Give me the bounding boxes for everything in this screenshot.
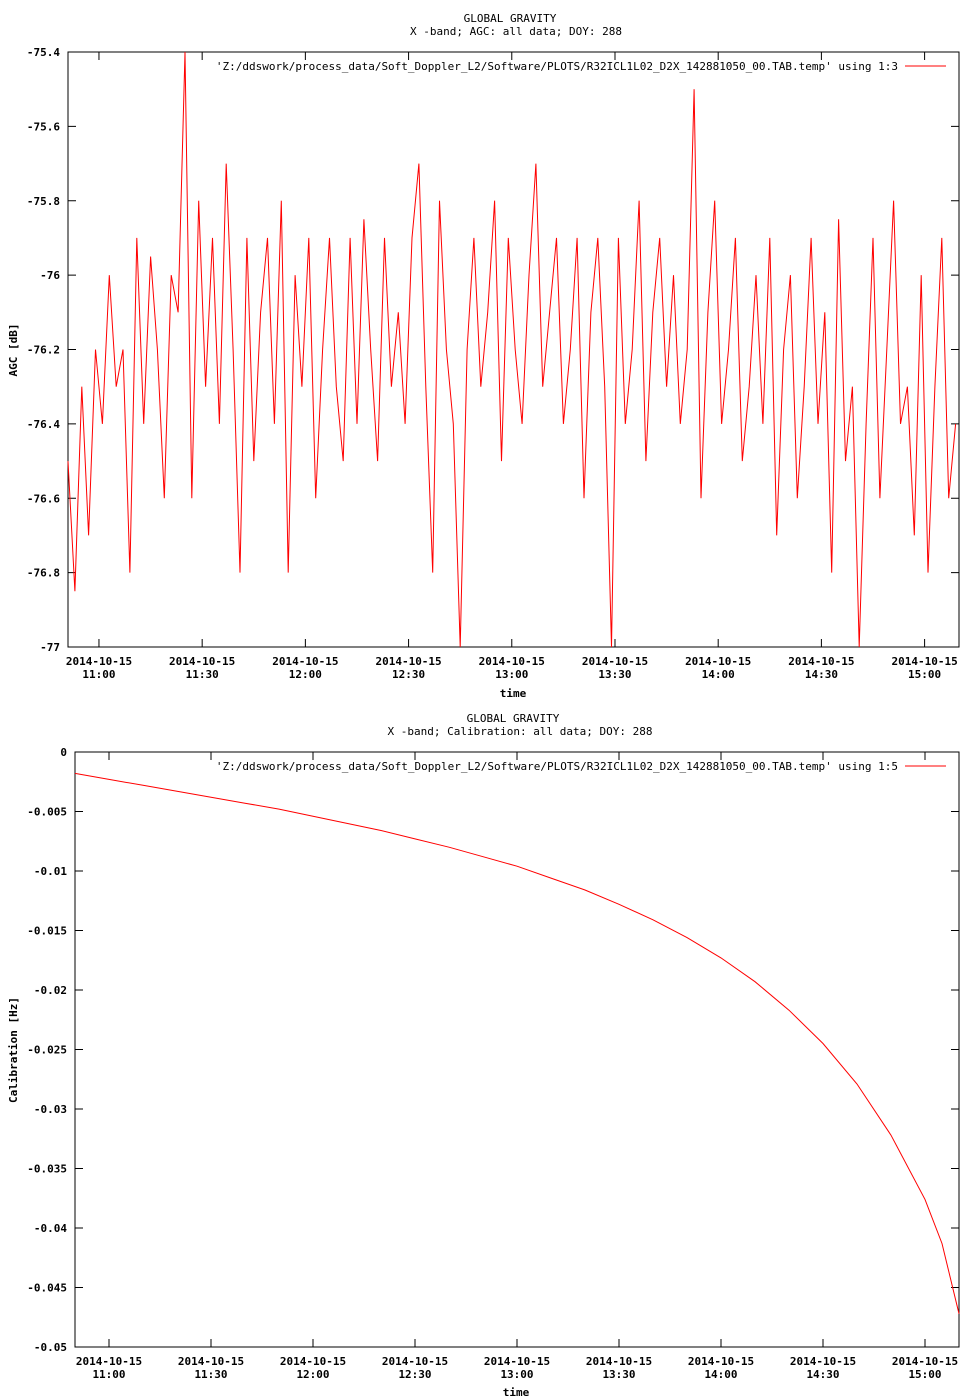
x-tick-label-date: 2014-10-15: [484, 1355, 550, 1368]
x-tick-label-date: 2014-10-15: [169, 655, 235, 668]
y-axis-label: Calibration [Hz]: [7, 997, 20, 1103]
y-tick-label: -0.03: [34, 1103, 67, 1116]
x-tick-label-date: 2014-10-15: [790, 1355, 856, 1368]
plot-frame: [74, 751, 960, 1348]
x-tick-label-time: 13:30: [602, 1368, 635, 1381]
x-tick-label-date: 2014-10-15: [586, 1355, 652, 1368]
x-tick-label-time: 11:00: [82, 668, 115, 681]
y-tick-label: -76.2: [27, 344, 60, 357]
x-tick-label-time: 13:00: [500, 1368, 533, 1381]
y-axis-label: AGC [dB]: [7, 324, 20, 377]
x-tick-label-time: 11:00: [92, 1368, 125, 1381]
x-tick-label-time: 14:30: [806, 1368, 839, 1381]
x-tick-label-time: 12:30: [392, 668, 425, 681]
x-tick-label-date: 2014-10-15: [688, 1355, 754, 1368]
legend-label: 'Z:/ddswork/process_data/Soft_Doppler_L2…: [216, 60, 898, 73]
agc-panel: GLOBAL GRAVITY X -band; AGC: all data; D…: [7, 12, 960, 700]
x-tick-label-date: 2014-10-15: [479, 655, 545, 668]
x-tick-label-time: 11:30: [194, 1368, 227, 1381]
y-tick-label: -75.4: [27, 46, 60, 59]
x-axis-label: time: [503, 1386, 530, 1399]
x-ticks: 2014-10-1511:002014-10-1511:302014-10-15…: [66, 52, 958, 681]
x-axis-label: time: [500, 687, 527, 700]
x-tick-label-date: 2014-10-15: [582, 655, 648, 668]
y-tick-label: -76.4: [27, 418, 60, 431]
y-tick-label: -76.6: [27, 492, 60, 505]
x-tick-label-time: 15:00: [908, 668, 941, 681]
calibration-panel: GLOBAL GRAVITY X -band; Calibration: all…: [7, 712, 960, 1399]
legend-label: 'Z:/ddswork/process_data/Soft_Doppler_L2…: [216, 760, 898, 773]
y-tick-label: -0.005: [27, 806, 67, 819]
chart-title: GLOBAL GRAVITY: [464, 12, 557, 25]
y-tick-label: -76: [40, 269, 60, 282]
y-tick-label: -0.05: [34, 1341, 67, 1354]
x-tick-label-date: 2014-10-15: [375, 655, 441, 668]
x-tick-label-date: 2014-10-15: [272, 655, 338, 668]
x-tick-label-time: 14:00: [704, 1368, 737, 1381]
x-tick-label-date: 2014-10-15: [76, 1355, 142, 1368]
y-tick-label: 0: [60, 746, 67, 759]
y-tick-label: -77: [40, 641, 60, 654]
chart-subtitle: X -band; AGC: all data; DOY: 288: [410, 25, 622, 38]
y-tick-label: -75.8: [27, 195, 60, 208]
chart-title: GLOBAL GRAVITY: [467, 712, 560, 725]
x-tick-label-date: 2014-10-15: [382, 1355, 448, 1368]
chart-subtitle: X -band; Calibration: all data; DOY: 288: [388, 725, 653, 738]
x-tick-label-date: 2014-10-15: [280, 1355, 346, 1368]
x-tick-label-time: 15:00: [908, 1368, 941, 1381]
x-tick-label-time: 12:00: [296, 1368, 329, 1381]
x-tick-label-date: 2014-10-15: [891, 655, 957, 668]
x-tick-label-date: 2014-10-15: [892, 1355, 958, 1368]
x-tick-label-date: 2014-10-15: [66, 655, 132, 668]
x-tick-label-time: 12:00: [289, 668, 322, 681]
agc-series-line: [67, 51, 957, 648]
y-tick-label: -76.8: [27, 567, 60, 580]
y-tick-label: -75.6: [27, 120, 60, 133]
y-tick-label: -0.01: [34, 865, 67, 878]
x-tick-label-date: 2014-10-15: [788, 655, 854, 668]
y-ticks: -75.4 -75.6 -75.8 -76 -76.2 -76.4 -76.6 -76.8 -7…: [27, 46, 959, 654]
y-tick-label: -0.025: [27, 1044, 67, 1057]
x-tick-label-time: 14:30: [805, 668, 838, 681]
y-tick-label: -0.045: [27, 1282, 67, 1295]
y-ticks: 0 -0.005 -0.01 -0.015 -0.02 -0.025 -0.03 -0.035…: [27, 746, 959, 1354]
y-tick-label: -0.015: [27, 925, 67, 938]
y-tick-label: -0.035: [27, 1163, 67, 1176]
x-tick-label-date: 2014-10-15: [178, 1355, 244, 1368]
y-tick-label: -0.04: [34, 1222, 67, 1235]
calibration-series-line: [74, 772, 960, 1314]
y-tick-label: -0.02: [34, 984, 67, 997]
x-tick-label-time: 12:30: [398, 1368, 431, 1381]
x-tick-label-time: 11:30: [186, 668, 219, 681]
x-tick-label-date: 2014-10-15: [685, 655, 751, 668]
x-tick-label-time: 14:00: [702, 668, 735, 681]
x-ticks: 2014-10-1511:002014-10-1511:302014-10-15…: [76, 752, 958, 1381]
x-tick-label-time: 13:00: [495, 668, 528, 681]
x-tick-label-time: 13:30: [598, 668, 631, 681]
